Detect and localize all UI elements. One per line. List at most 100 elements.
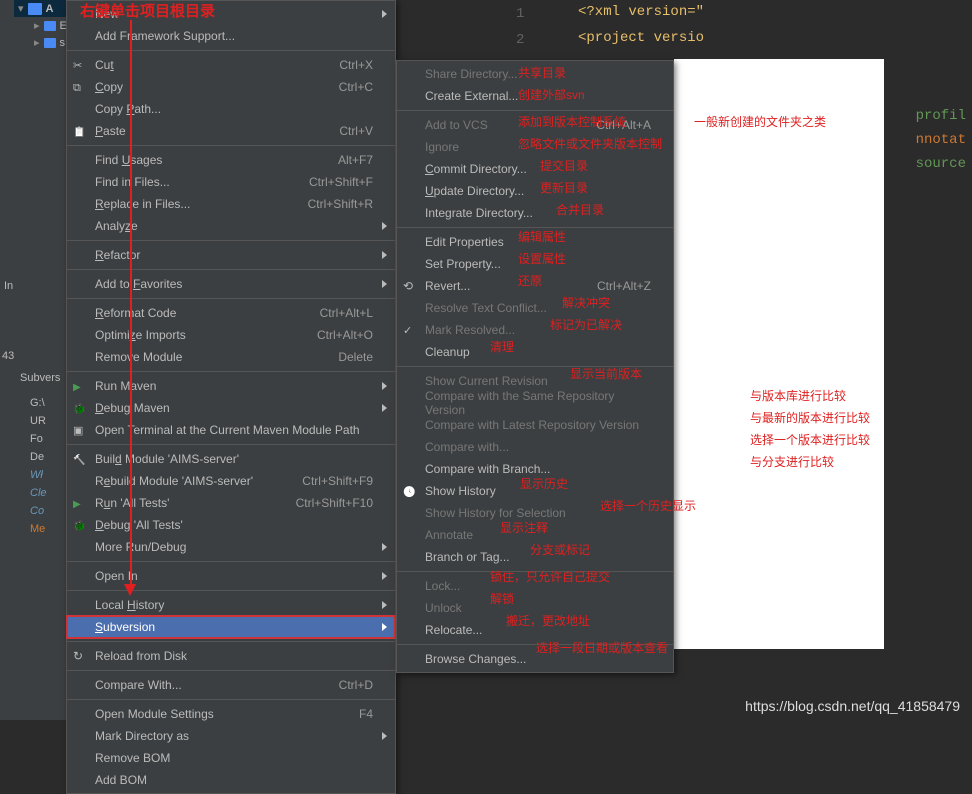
menu-item[interactable]: Integrate Directory... <box>397 202 673 224</box>
menu-item-label: Add BOM <box>95 773 373 787</box>
menu-item[interactable]: Optimize ImportsCtrl+Alt+O <box>67 324 395 346</box>
menu-item-label: Paste <box>95 124 299 138</box>
menu-item: Resolve Text Conflict... <box>397 297 673 319</box>
menu-item[interactable]: Add Framework Support... <box>67 25 395 47</box>
menu-item-label: Rebuild Module 'AIMS-server' <box>95 474 262 488</box>
chevron-right-icon <box>382 601 387 609</box>
menu-item[interactable]: Open Module SettingsF4 <box>67 703 395 725</box>
menu-item[interactable]: Add to Favorites <box>67 273 395 295</box>
sidebar-project-info: G:\ UR Fo De Wł Cle Co Me <box>30 394 47 538</box>
menu-separator <box>397 366 673 367</box>
copy-icon <box>73 80 87 94</box>
menu-item-label: Build Module 'AIMS-server' <box>95 452 373 466</box>
menu-item[interactable]: Edit Properties <box>397 231 673 253</box>
menu-item-label: More Run/Debug <box>95 540 373 554</box>
tree-item[interactable]: ▸s <box>14 34 67 51</box>
menu-item-label: Open Terminal at the Current Maven Modul… <box>95 423 373 437</box>
menu-item: Lock... <box>397 575 673 597</box>
menu-item-label: Ignore <box>425 140 651 154</box>
tree-item[interactable]: ▸E <box>14 17 67 34</box>
menu-item[interactable]: Find UsagesAlt+F7 <box>67 149 395 171</box>
menu-item-label: Lock... <box>425 579 651 593</box>
menu-item[interactable]: Replace in Files...Ctrl+Shift+R <box>67 193 395 215</box>
menu-item[interactable]: Set Property... <box>397 253 673 275</box>
code-token: profil <box>916 108 966 124</box>
menu-item[interactable]: Mark Directory as <box>67 725 395 747</box>
menu-separator <box>67 590 395 591</box>
menu-item: Compare with the Same Repository Version <box>397 392 673 414</box>
menu-shortcut: Delete <box>338 350 373 364</box>
menu-item-label: Remove BOM <box>95 751 373 765</box>
menu-item: Add to VCSCtrl+Alt+A <box>397 114 673 136</box>
menu-item-label: Reload from Disk <box>95 649 373 663</box>
menu-item[interactable]: Paste Ctrl+V <box>67 120 395 142</box>
menu-item[interactable]: Copy Path... <box>67 98 395 120</box>
menu-item[interactable]: Create External... <box>397 85 673 107</box>
menu-item-label: Debug Maven <box>95 401 373 415</box>
menu-item[interactable]: Update Directory... <box>397 180 673 202</box>
menu-item[interactable]: Run 'All Tests'Ctrl+Shift+F10 <box>67 492 395 514</box>
menu-item[interactable]: Remove BOM <box>67 747 395 769</box>
menu-item[interactable]: Debug Maven <box>67 397 395 419</box>
menu-item[interactable]: Reload from Disk <box>67 645 395 667</box>
menu-item[interactable]: Find in Files...Ctrl+Shift+F <box>67 171 395 193</box>
menu-item[interactable]: Local History <box>67 594 395 616</box>
menu-separator <box>67 641 395 642</box>
line-number-2: 2 <box>516 32 524 48</box>
menu-item-label: Add Framework Support... <box>95 29 373 43</box>
menu-item[interactable]: Open Terminal at the Current Maven Modul… <box>67 419 395 441</box>
project-tree[interactable]: ▾A ▸E ▸s <box>14 0 67 51</box>
menu-shortcut: Ctrl+Shift+F10 <box>296 496 373 510</box>
menu-item[interactable]: New <box>67 3 395 25</box>
menu-item[interactable]: Compare With...Ctrl+D <box>67 674 395 696</box>
menu-item: Unlock <box>397 597 673 619</box>
menu-item[interactable]: Build Module 'AIMS-server' <box>67 448 395 470</box>
editor-background: 1 2 <?xml version=" <project versio <box>480 0 972 60</box>
folder-icon <box>44 21 56 31</box>
menu-item-label: Compare with... <box>425 440 651 454</box>
menu-separator <box>67 50 395 51</box>
context-menu-main[interactable]: NewAdd Framework Support...CutCtrl+XCopy… <box>66 0 396 794</box>
menu-item-label: Local History <box>95 598 373 612</box>
menu-shortcut: Ctrl+Shift+R <box>308 197 373 211</box>
menu-item[interactable]: Branch or Tag... <box>397 546 673 568</box>
menu-item-label: Add to Favorites <box>95 277 373 291</box>
menu-item-label: Branch or Tag... <box>425 550 651 564</box>
menu-separator <box>67 670 395 671</box>
chevron-right-icon <box>382 251 387 259</box>
menu-item[interactable]: Commit Directory... <box>397 158 673 180</box>
menu-item[interactable]: Run Maven <box>67 375 395 397</box>
menu-item[interactable]: Subversion <box>67 616 395 638</box>
menu-item-label: Debug 'All Tests' <box>95 518 373 532</box>
chevron-right-icon <box>382 404 387 412</box>
context-menu-subversion[interactable]: Share Directory...Create External... Add … <box>396 60 674 673</box>
menu-item[interactable]: Reformat CodeCtrl+Alt+L <box>67 302 395 324</box>
menu-item[interactable]: Revert...Ctrl+Alt+Z <box>397 275 673 297</box>
menu-item[interactable]: Add BOM <box>67 769 395 791</box>
menu-shortcut: F4 <box>359 707 373 721</box>
menu-item-label: Reformat Code <box>95 306 280 320</box>
menu-item[interactable]: Open In <box>67 565 395 587</box>
menu-item[interactable]: More Run/Debug <box>67 536 395 558</box>
menu-item[interactable]: CutCtrl+X <box>67 54 395 76</box>
menu-item-label: Subversion <box>95 620 373 634</box>
menu-item[interactable]: Relocate... <box>397 619 673 641</box>
tree-root[interactable]: ▾A <box>14 0 67 17</box>
menu-item-label: Open In <box>95 569 373 583</box>
menu-item[interactable]: Show History <box>397 480 673 502</box>
menu-item[interactable]: Cleanup <box>397 341 673 363</box>
menu-item[interactable]: Remove ModuleDelete <box>67 346 395 368</box>
check-icon <box>403 323 417 337</box>
menu-item[interactable]: Analyze <box>67 215 395 237</box>
menu-item[interactable]: Rebuild Module 'AIMS-server'Ctrl+Shift+F… <box>67 470 395 492</box>
hammer-icon <box>73 452 87 466</box>
menu-item[interactable]: Browse Changes... <box>397 648 673 670</box>
debug-icon <box>73 401 87 415</box>
menu-item[interactable]: Refactor <box>67 244 395 266</box>
menu-shortcut: Ctrl+V <box>339 124 373 138</box>
menu-item[interactable]: CopyCtrl+C <box>67 76 395 98</box>
menu-item[interactable]: Debug 'All Tests' <box>67 514 395 536</box>
menu-item: Share Directory... <box>397 63 673 85</box>
menu-shortcut: Ctrl+Alt+Z <box>597 279 651 293</box>
menu-item[interactable]: Compare with Branch... <box>397 458 673 480</box>
